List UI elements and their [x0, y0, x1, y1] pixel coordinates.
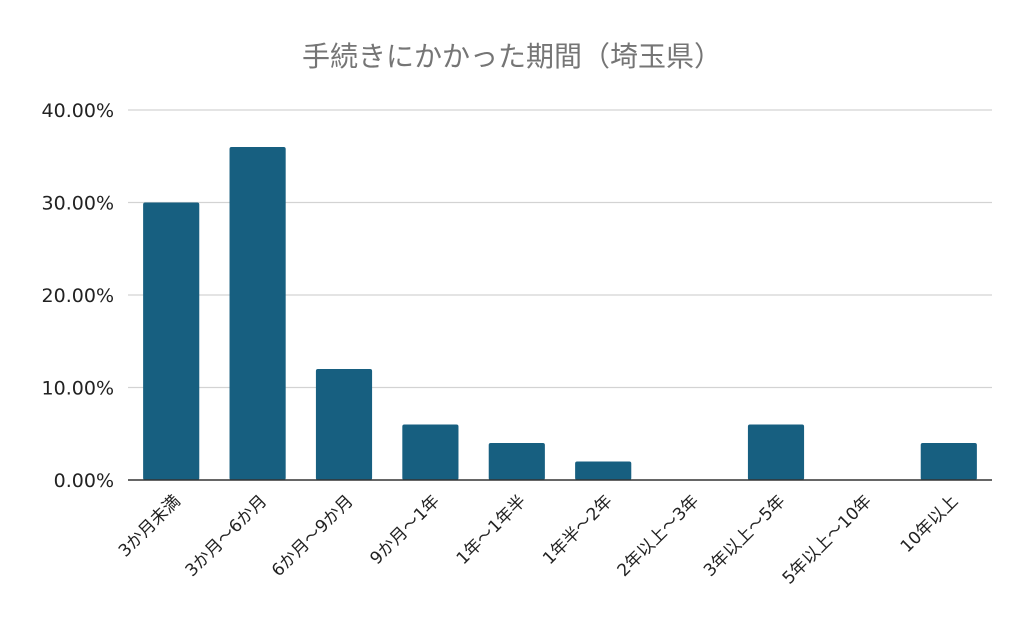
bar [143, 202, 200, 480]
x-tick-label: 6か月〜9か月 [268, 491, 358, 581]
x-tick-label: 10年以上 [897, 491, 963, 557]
y-tick-label: 40.00% [42, 100, 114, 122]
bar [488, 443, 545, 480]
chart-title: 手続きにかかった期間（埼玉県） [302, 40, 722, 73]
bar [747, 424, 805, 480]
x-tick-label: 3か月未満 [115, 491, 185, 561]
y-tick-label: 30.00% [42, 193, 114, 215]
x-tick-label: 3か月〜6か月 [182, 491, 272, 581]
x-tick-label: 9か月〜1年 [366, 491, 444, 569]
bar [402, 424, 459, 480]
bar [920, 443, 977, 480]
bar [229, 147, 286, 480]
y-tick-label: 0.00% [54, 470, 114, 492]
x-tick-label: 2年以上〜3年 [614, 491, 704, 581]
bar [575, 461, 632, 480]
x-tick-label: 1年〜1年半 [453, 491, 531, 569]
y-tick-label: 10.00% [42, 378, 114, 400]
y-axis-ticks: 0.00% 10.00% 20.00% 30.00% 40.00% [42, 100, 114, 492]
y-tick-label: 20.00% [42, 285, 114, 307]
x-tick-label: 5年以上〜10年 [779, 491, 876, 588]
bars [143, 147, 977, 480]
x-tick-label: 1年半〜2年 [539, 491, 617, 569]
bar [315, 369, 373, 480]
x-tick-label: 3年以上〜5年 [700, 491, 790, 581]
